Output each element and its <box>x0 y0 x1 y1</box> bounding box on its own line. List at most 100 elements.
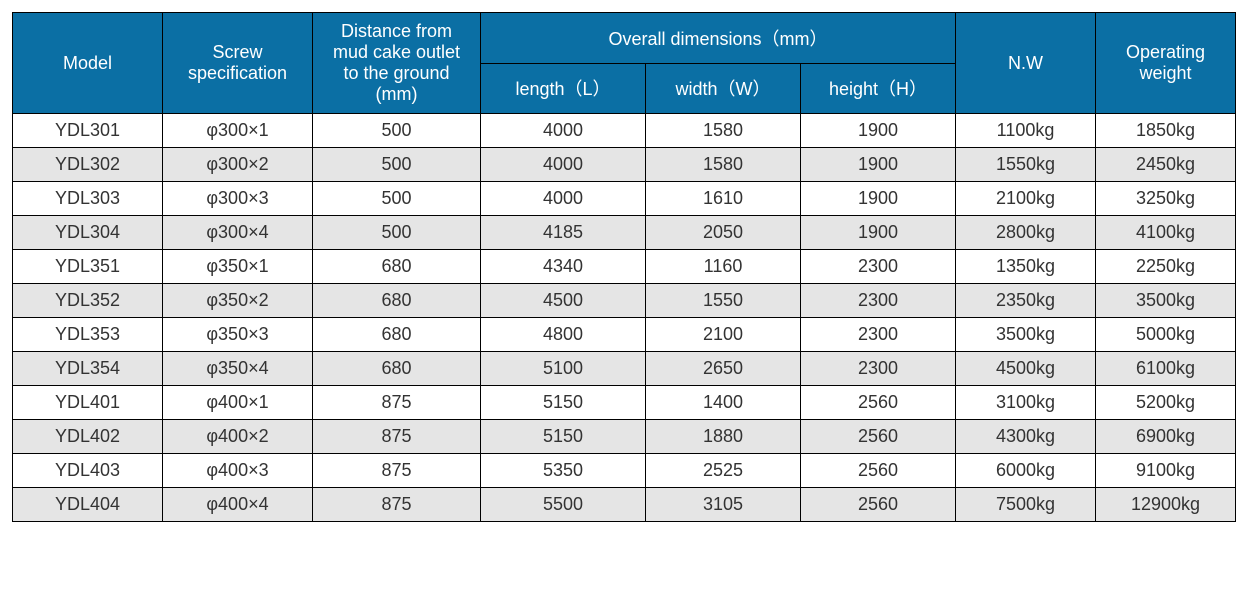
cell-model: YDL302 <box>13 148 163 182</box>
cell-length: 4340 <box>481 250 646 284</box>
col-width: width（W） <box>646 63 801 114</box>
cell-distance: 500 <box>313 182 481 216</box>
cell-height: 2560 <box>801 454 956 488</box>
cell-height: 1900 <box>801 182 956 216</box>
cell-nw: 1100kg <box>956 114 1096 148</box>
cell-height: 2300 <box>801 284 956 318</box>
cell-width: 1160 <box>646 250 801 284</box>
table-row: YDL401φ400×18755150140025603100kg5200kg <box>13 386 1236 420</box>
cell-nw: 1350kg <box>956 250 1096 284</box>
cell-opweight: 6900kg <box>1096 420 1236 454</box>
table-body: YDL301φ300×15004000158019001100kg1850kgY… <box>13 114 1236 522</box>
cell-length: 5150 <box>481 386 646 420</box>
col-dimensions-group: Overall dimensions（mm） <box>481 13 956 64</box>
col-nw: N.W <box>956 13 1096 114</box>
cell-model: YDL354 <box>13 352 163 386</box>
cell-distance: 680 <box>313 250 481 284</box>
cell-model: YDL403 <box>13 454 163 488</box>
cell-width: 1580 <box>646 148 801 182</box>
cell-height: 1900 <box>801 148 956 182</box>
cell-screw: φ300×3 <box>163 182 313 216</box>
cell-height: 2300 <box>801 352 956 386</box>
cell-width: 1610 <box>646 182 801 216</box>
table-row: YDL352φ350×26804500155023002350kg3500kg <box>13 284 1236 318</box>
cell-width: 1550 <box>646 284 801 318</box>
cell-height: 2300 <box>801 318 956 352</box>
cell-height: 2300 <box>801 250 956 284</box>
cell-width: 1880 <box>646 420 801 454</box>
cell-opweight: 3250kg <box>1096 182 1236 216</box>
col-screw: Screwspecification <box>163 13 313 114</box>
cell-length: 4800 <box>481 318 646 352</box>
cell-length: 5350 <box>481 454 646 488</box>
cell-model: YDL402 <box>13 420 163 454</box>
cell-width: 1400 <box>646 386 801 420</box>
cell-length: 5500 <box>481 488 646 522</box>
cell-model: YDL303 <box>13 182 163 216</box>
col-model: Model <box>13 13 163 114</box>
cell-width: 2650 <box>646 352 801 386</box>
cell-screw: φ400×1 <box>163 386 313 420</box>
cell-opweight: 9100kg <box>1096 454 1236 488</box>
cell-screw: φ350×4 <box>163 352 313 386</box>
table-row: YDL402φ400×28755150188025604300kg6900kg <box>13 420 1236 454</box>
cell-nw: 4300kg <box>956 420 1096 454</box>
cell-height: 2560 <box>801 420 956 454</box>
table-row: YDL403φ400×38755350252525606000kg9100kg <box>13 454 1236 488</box>
cell-distance: 875 <box>313 454 481 488</box>
table-header: Model Screwspecification Distance frommu… <box>13 13 1236 114</box>
cell-screw: φ300×4 <box>163 216 313 250</box>
cell-model: YDL352 <box>13 284 163 318</box>
cell-opweight: 5200kg <box>1096 386 1236 420</box>
cell-nw: 3100kg <box>956 386 1096 420</box>
cell-nw: 3500kg <box>956 318 1096 352</box>
cell-opweight: 5000kg <box>1096 318 1236 352</box>
col-length: length（L） <box>481 63 646 114</box>
cell-nw: 1550kg <box>956 148 1096 182</box>
cell-length: 4000 <box>481 148 646 182</box>
cell-screw: φ300×1 <box>163 114 313 148</box>
cell-model: YDL304 <box>13 216 163 250</box>
table-row: YDL404φ400×48755500310525607500kg12900kg <box>13 488 1236 522</box>
cell-length: 4500 <box>481 284 646 318</box>
cell-nw: 6000kg <box>956 454 1096 488</box>
cell-width: 2525 <box>646 454 801 488</box>
cell-opweight: 6100kg <box>1096 352 1236 386</box>
table-row: YDL351φ350×16804340116023001350kg2250kg <box>13 250 1236 284</box>
table-row: YDL303φ300×35004000161019002100kg3250kg <box>13 182 1236 216</box>
cell-screw: φ400×3 <box>163 454 313 488</box>
cell-distance: 875 <box>313 488 481 522</box>
cell-distance: 680 <box>313 352 481 386</box>
cell-distance: 875 <box>313 386 481 420</box>
cell-length: 5150 <box>481 420 646 454</box>
cell-length: 4000 <box>481 114 646 148</box>
cell-opweight: 12900kg <box>1096 488 1236 522</box>
cell-opweight: 3500kg <box>1096 284 1236 318</box>
cell-model: YDL351 <box>13 250 163 284</box>
cell-height: 2560 <box>801 488 956 522</box>
cell-model: YDL404 <box>13 488 163 522</box>
cell-nw: 2800kg <box>956 216 1096 250</box>
table-row: YDL353φ350×36804800210023003500kg5000kg <box>13 318 1236 352</box>
cell-opweight: 1850kg <box>1096 114 1236 148</box>
cell-distance: 875 <box>313 420 481 454</box>
cell-model: YDL353 <box>13 318 163 352</box>
table-row: YDL304φ300×45004185205019002800kg4100kg <box>13 216 1236 250</box>
cell-nw: 7500kg <box>956 488 1096 522</box>
cell-nw: 4500kg <box>956 352 1096 386</box>
cell-opweight: 4100kg <box>1096 216 1236 250</box>
cell-distance: 500 <box>313 114 481 148</box>
cell-distance: 500 <box>313 216 481 250</box>
cell-screw: φ400×2 <box>163 420 313 454</box>
table-row: YDL301φ300×15004000158019001100kg1850kg <box>13 114 1236 148</box>
cell-screw: φ400×4 <box>163 488 313 522</box>
cell-height: 1900 <box>801 216 956 250</box>
cell-distance: 680 <box>313 318 481 352</box>
cell-screw: φ350×1 <box>163 250 313 284</box>
cell-nw: 2100kg <box>956 182 1096 216</box>
cell-length: 4000 <box>481 182 646 216</box>
cell-distance: 500 <box>313 148 481 182</box>
cell-model: YDL401 <box>13 386 163 420</box>
cell-width: 1580 <box>646 114 801 148</box>
cell-distance: 680 <box>313 284 481 318</box>
